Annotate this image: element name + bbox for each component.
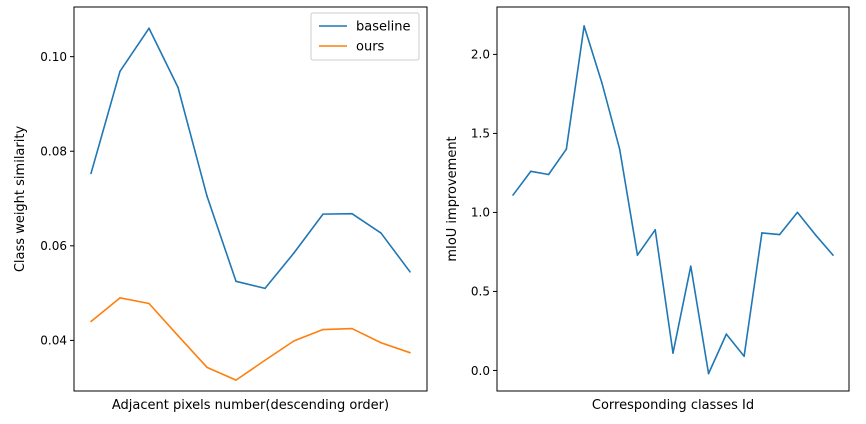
right-chart-data-point: [761, 232, 763, 234]
left-chart-data-point: [177, 86, 179, 89]
left-chart-data-point: [264, 359, 266, 362]
left-chart-y-tick-label: 0.08: [40, 145, 67, 159]
right-chart-y-axis-label: mIoU improvement: [445, 136, 460, 261]
right-chart-data-point: [529, 170, 532, 173]
right-chart-y-tick-label: 1.5: [471, 127, 490, 141]
left-chart-data-point: [380, 341, 382, 344]
legend: baseline ours: [310, 12, 420, 61]
left-chart-data-point: [264, 287, 266, 290]
right-chart-data-point: [583, 25, 585, 27]
right-chart-data-point: [547, 173, 550, 176]
left-chart-data-point: [119, 70, 121, 73]
right-chart-data-point: [725, 333, 728, 335]
left-chart-data-point: [322, 213, 324, 215]
legend-box: [310, 12, 420, 61]
left-chart-data-point: [177, 334, 179, 337]
left-chart-axes-frame: [73, 6, 428, 392]
left-chart-data-point: [322, 328, 324, 331]
right-chart-series-line-0: [512, 25, 834, 375]
legend-label-ours: ours: [356, 40, 385, 55]
left-chart-y-ticks: 0.04 0.06 0.08 0.10: [40, 50, 74, 348]
right-chart-axes-frame: [496, 6, 850, 392]
left-chart-data-point: [90, 172, 92, 175]
right-chart-data-point: [565, 148, 568, 151]
right-chart-data-point: [814, 233, 817, 236]
right-chart-data-point: [601, 82, 603, 84]
right-chart-series: [512, 25, 834, 375]
left-chart-data-point: [119, 297, 121, 299]
left-chart-y-tick-label: 0.10: [40, 50, 67, 64]
left-chart-data-point: [293, 340, 295, 342]
left-chart-series: [90, 27, 411, 381]
left-chart-series-line-baseline: [90, 27, 411, 290]
left-chart-data-point: [409, 351, 411, 354]
left-chart-data-point: [206, 366, 208, 369]
right-chart: 0.0 0.5 1.0 1.5 2.0 Corresponding classes Id…: [445, 6, 850, 413]
right-chart-y-tick-label: 0.5: [471, 285, 490, 299]
left-chart-data-point: [235, 379, 237, 381]
left-chart-data-point: [293, 252, 295, 254]
left-chart-data-point: [351, 212, 353, 215]
left-chart-y-axis-label: Class weight similarity: [13, 126, 28, 273]
left-chart-data-point: [90, 320, 92, 323]
right-chart-x-axis-label: Corresponding classes Id: [592, 398, 754, 413]
right-chart-y-tick-label: 2.0: [471, 48, 490, 62]
right-chart-data-point: [832, 254, 834, 256]
right-chart-y-tick-label: 0.0: [471, 364, 490, 378]
right-chart-data-point: [743, 355, 745, 358]
right-chart-y-tick-label: 1.0: [471, 206, 490, 220]
right-chart-data-point: [672, 352, 674, 354]
left-chart-x-axis-label: Adjacent pixels number(descending order): [112, 398, 389, 413]
left-chart-series-line-ours: [90, 297, 411, 381]
right-chart-data-point: [654, 229, 657, 231]
left-chart: 0.04 0.06 0.08 0.10 Adjacent pixels number(…: [13, 6, 428, 413]
right-chart-data-point: [689, 265, 692, 267]
left-chart-y-tick-label: 0.06: [40, 239, 67, 253]
right-chart-data-point: [618, 148, 621, 151]
left-chart-data-point: [380, 232, 382, 234]
right-chart-data-point: [796, 211, 799, 214]
left-chart-y-tick-label: 0.04: [40, 334, 67, 348]
left-chart-data-point: [148, 302, 150, 305]
left-chart-data-point: [351, 327, 353, 330]
right-chart-data-point: [636, 254, 639, 256]
left-chart-data-point: [206, 195, 208, 197]
left-chart-data-point: [409, 271, 411, 273]
legend-label-baseline: baseline: [356, 20, 410, 35]
right-chart-data-point: [778, 233, 781, 236]
right-chart-data-point: [512, 194, 514, 196]
left-chart-data-point: [235, 280, 237, 283]
left-chart-data-point: [148, 27, 150, 30]
right-chart-y-ticks: 0.0 0.5 1.0 1.5 2.0: [471, 48, 497, 378]
right-chart-data-point: [707, 372, 710, 375]
